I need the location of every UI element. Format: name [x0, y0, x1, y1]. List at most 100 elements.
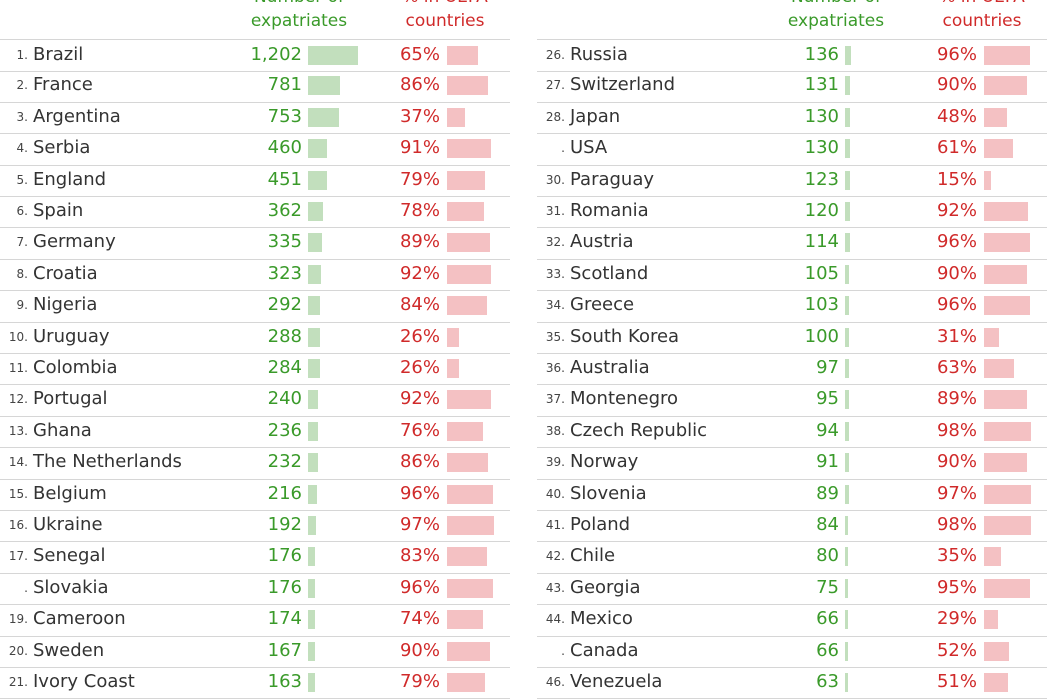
- table-row: 11. Colombia 284 26%: [0, 353, 510, 386]
- uefa-percent-bar: [984, 107, 1008, 127]
- expatriates-value: 80: [816, 545, 839, 567]
- uefa-percent-value: 98%: [936, 514, 977, 535]
- uefa-percent-value: 89%: [399, 231, 440, 253]
- table-row: 10. Uruguay 288 26%: [0, 322, 510, 354]
- table-row: 32. Austria 114 96%: [537, 227, 1047, 260]
- expatriates-value: 103: [804, 294, 839, 316]
- expatriates-value: 136: [804, 44, 839, 65]
- country-name: The Netherlands: [33, 451, 182, 473]
- country-name: Slovakia: [33, 576, 109, 598]
- country-name: Spain: [33, 200, 84, 221]
- expatriates-bar: [845, 139, 851, 159]
- expatriates-bar: [308, 421, 318, 441]
- expatriates-bar: [845, 516, 849, 535]
- expatriates-bar: [308, 46, 358, 65]
- expatriates-value: 131: [804, 74, 839, 96]
- expatriates-value: 114: [804, 231, 839, 253]
- expatriates-value: 176: [267, 545, 302, 567]
- table-row: 38. Czech Republic 94 98%: [537, 416, 1047, 449]
- uefa-percent-value: 29%: [936, 608, 977, 630]
- uefa-percent-value: 90%: [399, 639, 440, 661]
- rank-label: 43.: [545, 580, 565, 595]
- expatriates-value: 192: [267, 514, 302, 535]
- rank-label: 36.: [545, 361, 565, 375]
- uefa-percent-value: 96%: [399, 576, 440, 598]
- uefa-percent-value: 95%: [936, 576, 977, 598]
- uefa-percent-value: 79%: [399, 168, 440, 190]
- expatriates-bar: [308, 76, 341, 96]
- table-row: 21. Ivory Coast 163 79%: [0, 667, 510, 700]
- expatriates-value: 120: [804, 200, 839, 221]
- expatriates-value: 63: [816, 671, 839, 692]
- rank-label: 39.: [545, 455, 565, 470]
- country-name: Brazil: [33, 44, 84, 65]
- expatriates-bar: [845, 46, 851, 65]
- expatriates-value: 89: [816, 482, 839, 504]
- expatriates-value: 105: [804, 262, 839, 284]
- uefa-percent-value: 92%: [936, 200, 977, 221]
- uefa-percent-bar: [984, 296, 1031, 316]
- table-row: 26. Russia 136 96%: [537, 39, 1047, 73]
- uefa-percent-value: 35%: [936, 545, 977, 567]
- country-name: Serbia: [33, 137, 91, 159]
- rank-label: 8.: [16, 266, 28, 281]
- country-name: Georgia: [570, 576, 641, 598]
- expatriates-bar: [845, 578, 849, 598]
- expatriates-bar: [308, 390, 318, 410]
- expatriates-value: 97: [816, 357, 839, 378]
- rank-label: 5.: [16, 172, 28, 187]
- expatriates-bar: [308, 516, 316, 535]
- uefa-percent-bar: [447, 673, 485, 692]
- uefa-percent-bar: [447, 170, 485, 190]
- table-row: 13. Ghana 236 76%: [0, 416, 510, 449]
- uefa-percent-bar: [984, 641, 1009, 661]
- uefa-percent-value: 89%: [936, 388, 977, 410]
- percent-header-line-2: countries: [942, 11, 1022, 31]
- table-row: 19. Cameroon 174 74%: [0, 604, 510, 637]
- uefa-percent-value: 90%: [936, 451, 977, 473]
- country-name: Australia: [570, 357, 650, 378]
- uefa-percent-bar: [447, 578, 494, 598]
- country-name: Scotland: [570, 262, 649, 284]
- uefa-percent-bar: [447, 516, 494, 535]
- uefa-percent-value: 79%: [399, 671, 440, 692]
- uefa-percent-bar: [984, 233, 1031, 253]
- expatriates-value: 130: [804, 137, 839, 159]
- table-row: 9. Nigeria 292 84%: [0, 290, 510, 323]
- expatriates-value: 123: [804, 168, 839, 190]
- uefa-percent-bar: [984, 170, 992, 190]
- country-name: Russia: [570, 44, 628, 65]
- expatriates-bar: [845, 264, 850, 284]
- table-row: 12. Portugal 240 92%: [0, 384, 510, 417]
- expatriates-bar: [308, 453, 318, 473]
- rank-label: 2.: [16, 78, 28, 93]
- uefa-percent-value: 37%: [399, 105, 440, 127]
- country-name: Nigeria: [33, 294, 98, 316]
- expatriates-bar: [308, 547, 316, 567]
- rank-label: 31.: [545, 204, 565, 218]
- number-header-line-2: expatriates: [250, 11, 348, 31]
- number-header-line-1: Number of: [234, 0, 364, 8]
- expatriates-value: 781: [267, 74, 302, 96]
- uefa-percent-bar: [447, 139, 491, 159]
- number-header-line-2: expatriates: [787, 11, 885, 31]
- table-row: 15. Belgium 216 96%: [0, 479, 510, 511]
- table-row: 34. Greece 103 96%: [537, 290, 1047, 323]
- expatriates-value: 163: [267, 671, 302, 692]
- country-name: USA: [570, 137, 608, 159]
- expatriates-bar: [845, 484, 849, 504]
- country-name: England: [33, 168, 107, 190]
- percent-header-line-1: % in UEFA: [380, 0, 510, 8]
- expatriates-value: 167: [267, 639, 302, 661]
- expatriates-value: 236: [267, 419, 302, 441]
- uefa-percent-value: 86%: [399, 74, 440, 96]
- table-row: 17. Senegal 176 83%: [0, 541, 510, 574]
- uefa-percent-bar: [984, 327, 999, 347]
- uefa-percent-bar: [447, 547, 487, 567]
- uefa-percent-bar: [447, 107, 465, 127]
- expatriates-value: 240: [267, 388, 302, 410]
- country-name: Paraguay: [570, 168, 655, 190]
- uefa-percent-value: 97%: [399, 514, 440, 535]
- expatriates-value: 176: [267, 576, 302, 598]
- uefa-percent-bar: [984, 359, 1015, 378]
